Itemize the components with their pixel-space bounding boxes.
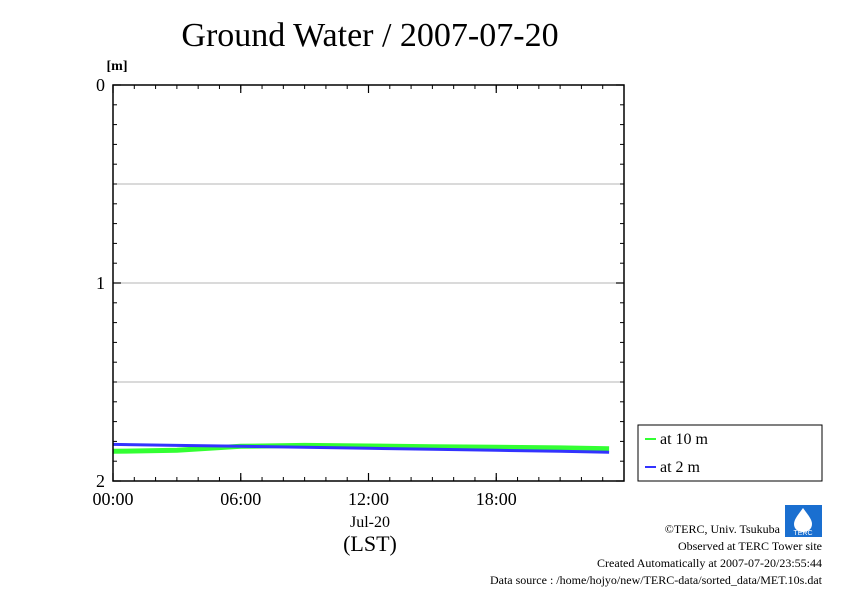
- legend-box: [637, 424, 823, 482]
- x-tick-label: 06:00: [220, 489, 261, 509]
- legend-label-at-10m: at 10 m: [660, 431, 709, 448]
- legend: at 10 m at 2 m: [637, 424, 823, 482]
- data-source-text: Data source : /home/hojyo/new/TERC-data/…: [490, 573, 823, 587]
- legend-label-at-2m: at 2 m: [660, 459, 701, 476]
- x-date-label: Jul-20: [350, 514, 390, 531]
- chart-title: Ground Water / 2007-07-20: [181, 17, 558, 54]
- grid-lines: [113, 183, 624, 383]
- x-axis-label: (LST): [343, 531, 397, 556]
- terc-logo: TERC: [785, 505, 822, 537]
- x-tick-label: 00:00: [92, 489, 133, 509]
- y-tick-label: 1: [96, 273, 105, 293]
- y-tick-label: 2: [96, 471, 105, 491]
- series-line-at-2-m: [112, 442, 610, 454]
- x-tick-label: 18:00: [476, 489, 517, 509]
- copyright-text: ©TERC, Univ. Tsukuba: [665, 522, 781, 536]
- water-drop-icon: [794, 508, 812, 532]
- y-axis-unit: [m]: [107, 59, 128, 74]
- series-line-at-10-m: [112, 442, 610, 454]
- data-series: [112, 442, 610, 454]
- x-tick-label: 12:00: [348, 489, 389, 509]
- created-text: Created Automatically at 2007-07-20/23:5…: [597, 556, 822, 570]
- observed-text: Observed at TERC Tower site: [678, 539, 822, 553]
- tick-labels: 0 1 200:00 06:00 12:00 18:00: [92, 75, 625, 509]
- logo-text: TERC: [793, 530, 812, 537]
- y-tick-label: 0: [96, 75, 105, 95]
